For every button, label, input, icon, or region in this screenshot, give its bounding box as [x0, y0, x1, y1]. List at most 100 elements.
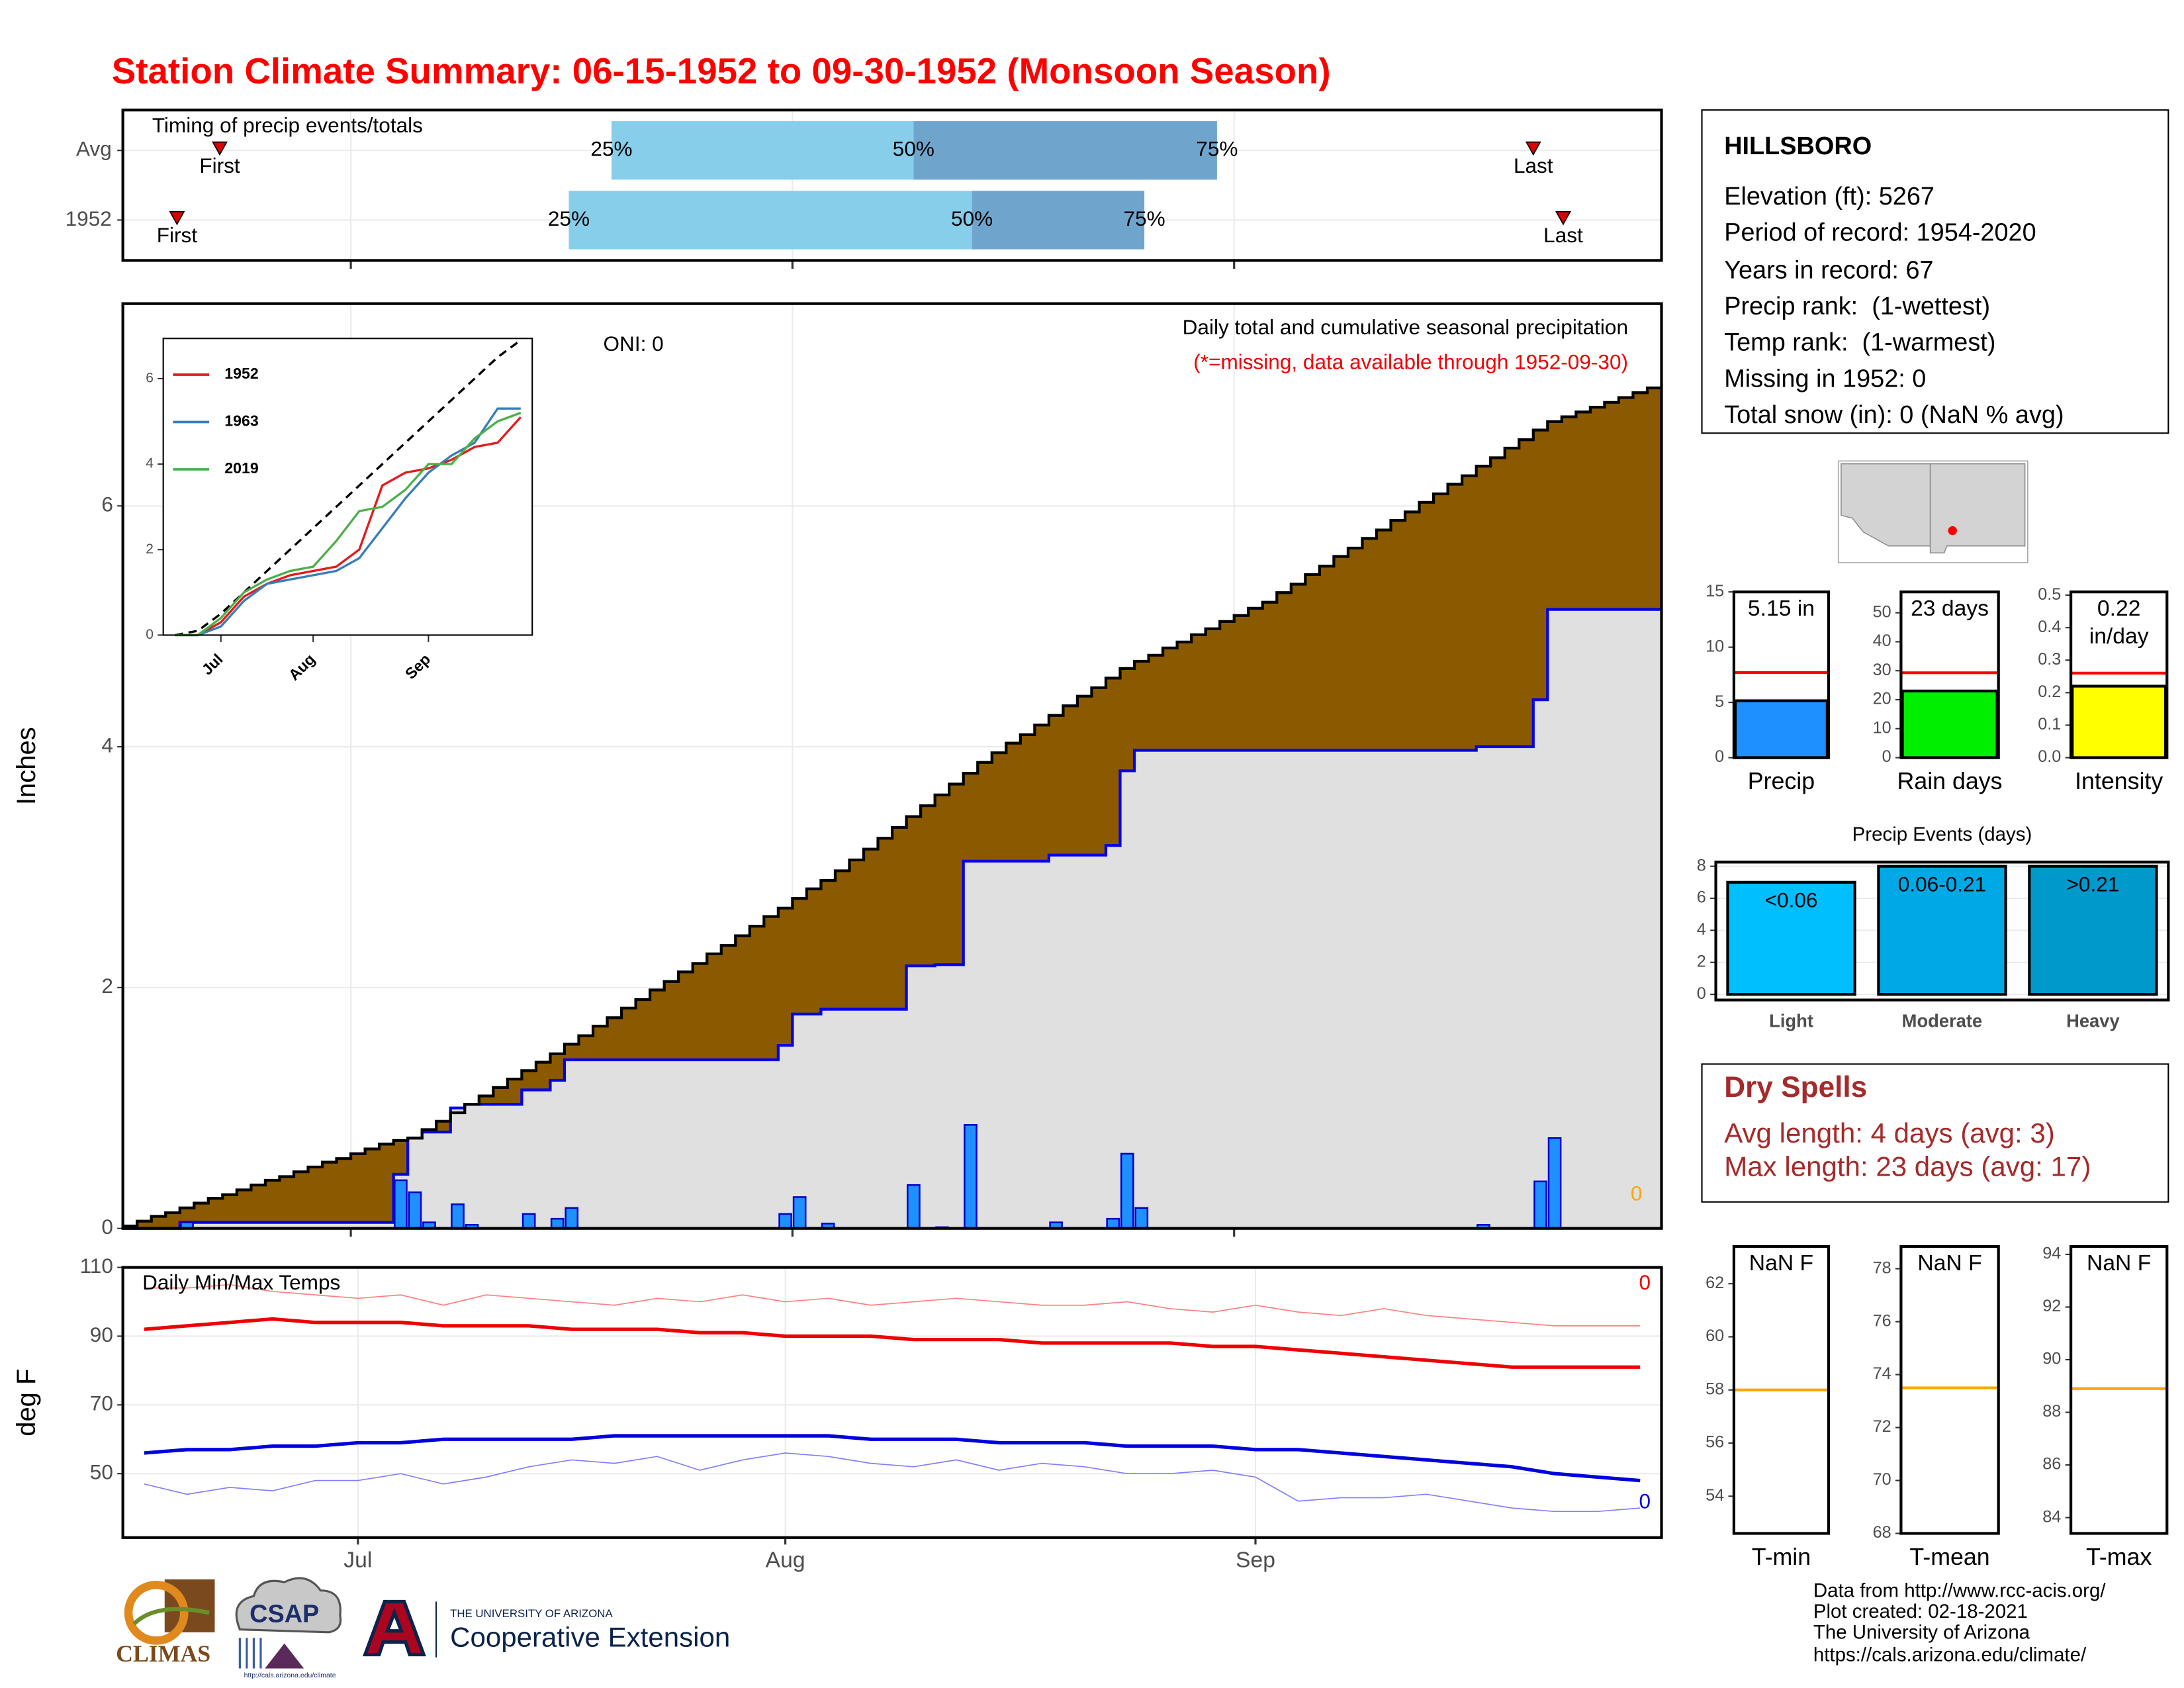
percentile-label: 25%	[590, 137, 632, 161]
event-label: Last	[1543, 223, 1583, 247]
row-label: 1952	[66, 207, 112, 230]
x-tick-label: Precip	[1748, 768, 1815, 794]
y-axis-label: Inches	[12, 727, 41, 805]
daily-bar	[778, 1213, 792, 1229]
y-tick-label: 20	[1873, 690, 1891, 708]
x-tick-label: T-min	[1752, 1544, 1811, 1570]
legend-label: 2019	[224, 459, 258, 477]
panel-frame	[1732, 1244, 1831, 1535]
daily-bar	[907, 1184, 921, 1229]
y-tick-label: 2	[146, 541, 154, 557]
x-tick-label: Rain days	[1897, 768, 2003, 794]
bar	[1733, 699, 1829, 759]
series-line	[144, 1452, 1641, 1513]
panel-frame	[1732, 590, 1831, 759]
y-tick-label: 56	[1706, 1433, 1724, 1452]
y-tick-label: 70	[90, 1391, 113, 1415]
y-tick-label: 50	[90, 1460, 113, 1484]
value-label: NaN F	[2087, 1252, 2152, 1276]
daily-bar	[1547, 1137, 1562, 1229]
value-label: 0.22 in/day	[2089, 597, 2149, 649]
value-label: NaN F	[1749, 1252, 1814, 1276]
x-tick-label: Light	[1769, 1011, 1813, 1031]
y-tick-label: 0.1	[2038, 715, 2061, 733]
x-tick-label: Aug	[766, 1548, 805, 1572]
y-tick-label: 4	[1697, 920, 1706, 939]
panel-frame	[121, 109, 1663, 262]
credit-line: https://cals.arizona.edu/climate/	[1813, 1644, 2087, 1665]
percentile-label: 25%	[548, 207, 590, 230]
y-tick-label: 2	[101, 974, 113, 998]
daily-bar	[522, 1213, 536, 1229]
logo-shape	[362, 1599, 426, 1657]
panel-title: Precip Events (days)	[1852, 823, 2032, 845]
y-tick-label: 6	[146, 371, 154, 386]
y-tick-label: 0.3	[2038, 650, 2061, 669]
x-tick-label: T-max	[2086, 1544, 2152, 1570]
y-tick-label: 6	[101, 492, 113, 516]
logo-text: THE UNIVERSITY OF ARIZONA	[450, 1607, 613, 1620]
ua-logo: THE UNIVERSITY OF ARIZONA Cooperative Ex…	[362, 1599, 730, 1658]
y-tick-label: 88	[2042, 1402, 2061, 1421]
x-tick-label: T-mean	[1909, 1544, 1989, 1570]
daily-bar	[408, 1191, 422, 1229]
y-tick-label: 40	[1873, 632, 1891, 650]
y-tick-label: 0	[1697, 984, 1706, 1003]
daily-bar	[1106, 1217, 1120, 1229]
daily-bar	[1533, 1180, 1547, 1229]
series-line	[175, 412, 522, 637]
x-tick-label: Heavy	[2066, 1011, 2120, 1031]
bar	[2071, 684, 2167, 759]
value-label-box: 23 days	[1911, 597, 1989, 622]
y-tick-label: 90	[2042, 1350, 2061, 1368]
y-tick-label: 68	[1873, 1523, 1891, 1542]
y-tick-label: 4	[146, 456, 154, 471]
y-tick-label: 92	[2042, 1297, 2061, 1315]
credit-line: Data from http://www.rcc-acis.org/	[1813, 1580, 2106, 1602]
logo-shape	[132, 1607, 210, 1626]
daily-bar	[1120, 1152, 1134, 1229]
station-box	[1701, 109, 2169, 434]
missing-count: 0	[1639, 1489, 1651, 1513]
panel-frame	[2069, 1244, 2169, 1535]
quartile-bar	[569, 191, 972, 250]
y-tick-label: 94	[2042, 1244, 2061, 1263]
value-label: 5.15 in	[1747, 597, 1815, 622]
y-tick-label: 74	[1873, 1364, 1891, 1383]
quartile-bar	[612, 121, 914, 180]
station-detail: Total snow (in): 0 (NaN % avg)	[1724, 401, 2064, 429]
locator-map	[1837, 460, 2028, 563]
observed-cumulative-area	[122, 609, 1662, 1229]
y-tick-label: 8	[1697, 856, 1706, 874]
y-tick-label: 78	[1873, 1258, 1891, 1277]
y-tick-label: 0	[1715, 747, 1724, 766]
y-tick-label: 90	[90, 1323, 113, 1346]
series-line	[174, 339, 522, 637]
panel-frame	[162, 338, 533, 636]
y-tick-label: 30	[1873, 661, 1891, 679]
series-line	[144, 1317, 1641, 1369]
y-tick-label: 0.4	[2038, 618, 2061, 636]
quartile-bar	[972, 191, 1145, 250]
value-label: NaN F	[1917, 1252, 1982, 1276]
csap-logo: CSAP http://cals.arizona.edu/climate	[235, 1577, 342, 1679]
value-label: 23 days	[1911, 597, 1989, 622]
credit-line: The University of Arizona	[1813, 1622, 2030, 1644]
logo-text: http://cals.arizona.edu/climate	[244, 1671, 336, 1679]
dry-spells-box	[1701, 1063, 2169, 1203]
bar-label: >0.21	[2066, 872, 2119, 896]
event-marker	[169, 211, 185, 226]
y-tick-label: 0	[1882, 747, 1891, 766]
station-detail: Period of record: 1954-2020	[1724, 218, 2036, 246]
dry-spells-line: Avg length: 4 days (avg: 3)	[1724, 1117, 2055, 1149]
y-tick-label: 50	[1873, 602, 1891, 621]
x-tick-label: Sep	[1236, 1548, 1275, 1572]
station-detail: Years in record: 67	[1724, 256, 1933, 284]
y-tick-label: 0.0	[2038, 747, 2061, 766]
legend-label: 1963	[224, 412, 259, 430]
y-tick-label: 60	[1706, 1327, 1724, 1345]
value-label-box: NaN F	[1749, 1252, 1814, 1276]
logo-text: CLIMAS	[116, 1640, 210, 1667]
panel-subtitle: (*=missing, data available through 1952-…	[1193, 350, 1628, 373]
event-marker	[212, 141, 228, 156]
